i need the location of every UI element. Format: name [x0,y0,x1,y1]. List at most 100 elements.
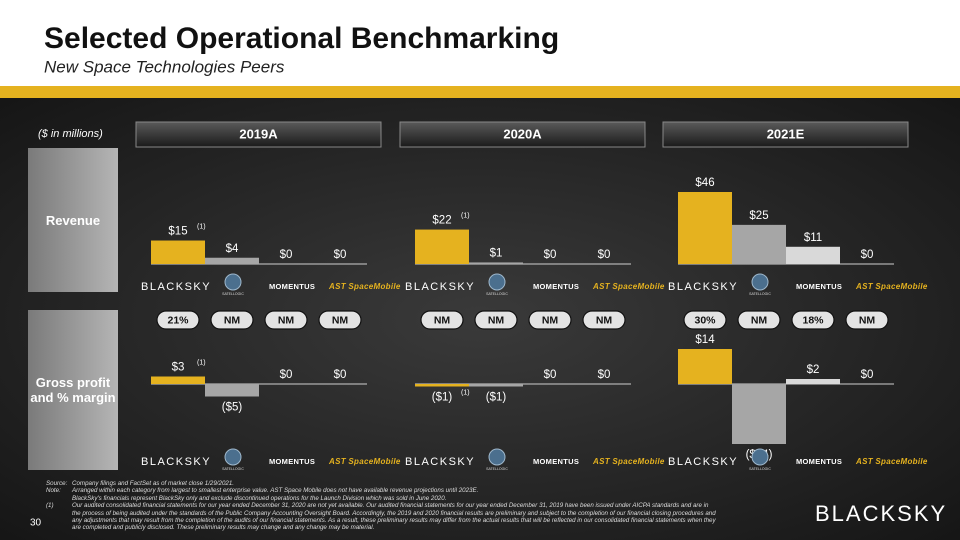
value-label: $0 [861,369,874,381]
margin-pill [791,310,835,330]
bar [786,379,840,384]
value-label: $22 [432,215,451,227]
bar [732,224,786,264]
header [0,0,960,86]
logo: SATELLOGIC [749,292,771,296]
logo-globe [224,273,242,291]
value-label: $15 [168,226,187,238]
footnote-ref: (1) [461,389,470,396]
margin-label: 18% [802,314,824,326]
value-label: $0 [861,249,874,261]
logo: AST SpaceMobile [328,282,401,291]
units: ($ in millions) [38,128,103,140]
value-label: $0 [280,249,293,261]
logo: MOMENTUS [269,457,315,466]
margin-label: NM [488,314,505,326]
logo: MOMENTUS [796,457,842,466]
value-label: $25 [749,210,768,222]
logo: MOMENTUS [796,282,842,291]
logo: MOMENTUS [533,282,579,291]
period-label: 2020A [503,126,542,141]
bar [205,384,259,397]
logo: AST SpaceMobile [328,457,401,466]
bar [205,257,259,264]
margin-label: NM [278,314,295,326]
logo: SATELLOGIC [749,467,771,471]
logo: AST SpaceMobile [592,457,665,466]
gold-band [0,86,960,98]
margin-pill [474,310,518,330]
value-label: $0 [334,369,347,381]
bar [469,262,523,264]
logo-globe [751,448,769,466]
bar [151,240,205,264]
footnote-ref: (1) [197,223,206,230]
footnote-marker: Source: [46,480,68,487]
bar [415,229,469,264]
value-label: ($1) [486,392,507,404]
logo: MOMENTUS [533,457,579,466]
margin-label: NM [542,314,559,326]
margin-label: NM [859,314,876,326]
footnote-line: Company filings and FactSet as of market… [72,480,234,487]
footnotes: Source: Company filings and FactSet as of… [46,480,716,532]
value-label: $0 [544,249,557,261]
footnote-marker: (1) [46,502,54,510]
bar [415,384,469,387]
margin-label: NM [434,314,451,326]
margin-pill [420,310,464,330]
margin-label: 30% [694,314,716,326]
footnote-line: Our audited consolidated financial state… [72,502,716,532]
bar [151,376,205,384]
value-label: ($5) [222,402,243,414]
period-header [135,121,382,148]
logo: SATELLOGIC [222,292,244,296]
margin-label: NM [751,314,768,326]
bar [786,246,840,264]
logo-globe [224,448,242,466]
logo: SATELLOGIC [222,467,244,471]
margin-pill [683,310,727,330]
logo: BLACKSKY [668,456,738,468]
title: Selected Operational Benchmarking [44,22,559,55]
value-label: $0 [334,249,347,261]
period-header [662,121,909,148]
logo: AST SpaceMobile [592,282,665,291]
period-label: 2019A [239,126,278,141]
logo: SATELLOGIC [486,467,508,471]
margin-label: 21% [167,314,189,326]
row-label: Revenue [28,148,118,292]
margin-label: NM [332,314,349,326]
period-header [399,121,646,148]
period-label: 2021E [767,126,805,141]
value-label: $14 [695,334,715,346]
logo: BLACKSKY [405,456,475,468]
bar [732,384,786,444]
logo: BLACKSKY [668,281,738,293]
footnote: (1) Our audited consolidated financial st… [46,502,716,532]
logo: BLACKSKY [141,456,211,468]
value-label: $46 [695,177,714,189]
value-label: $0 [598,249,611,261]
value-label: $0 [598,369,611,381]
footnote-text: Our audited consolidated financial state… [72,502,716,532]
margin-label: NM [596,314,613,326]
row-label: Gross profit and % margin [28,310,118,470]
subtitle: New Space Technologies Peers [44,57,285,76]
footnote-ref: (1) [461,212,470,219]
margin-pill [737,310,781,330]
value-label: $0 [544,369,557,381]
value-label: $11 [804,232,822,244]
logo: SATELLOGIC [486,292,508,296]
value-label: $1 [490,247,503,259]
logo: BLACKSKY [141,281,211,293]
margin-pill [318,310,362,330]
logo: AST SpaceMobile [855,282,928,291]
logo: BLACKSKY [405,281,475,293]
bar [678,192,732,264]
value-label: $0 [280,369,293,381]
page-number: 30 [30,518,42,529]
footnote-ref: (1) [197,359,206,366]
